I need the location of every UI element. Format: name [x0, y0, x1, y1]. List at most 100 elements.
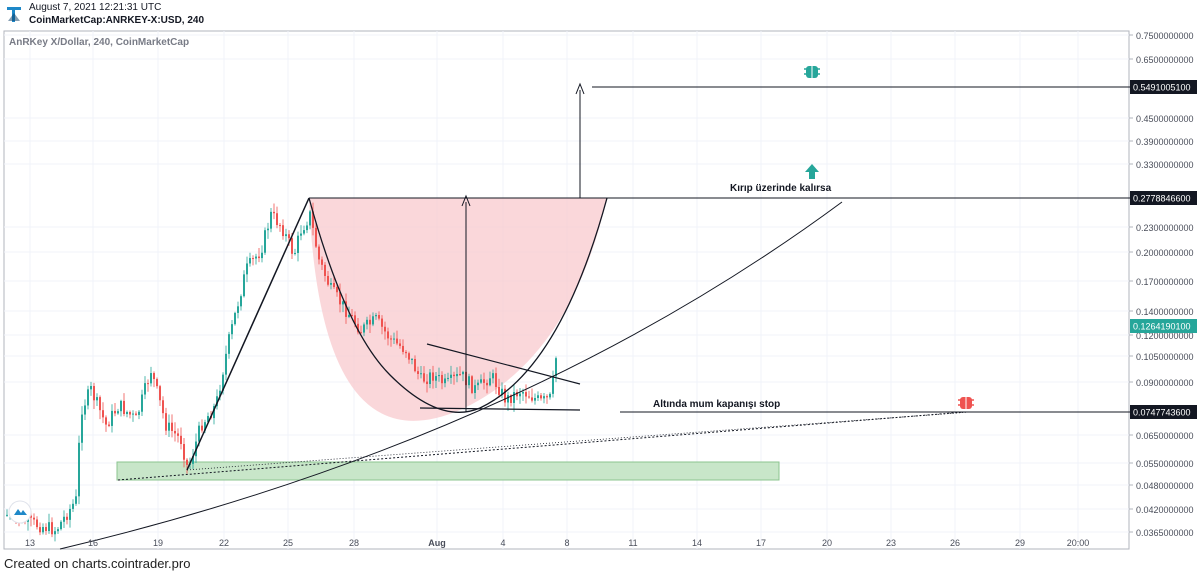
candle-body — [540, 395, 542, 399]
price-tag-label: 0.0747743600 — [1133, 408, 1191, 418]
candle-body — [537, 395, 539, 398]
candle-body — [417, 371, 419, 374]
candle-body — [171, 422, 173, 431]
candle-body — [90, 386, 92, 390]
candle-body — [54, 531, 56, 535]
candle-body — [135, 413, 137, 415]
price-tag-label: 0.1264190100 — [1133, 322, 1191, 332]
candle-body — [513, 392, 515, 403]
y-tick-label: 0.4500000000 — [1136, 114, 1194, 124]
candle-body — [336, 287, 338, 293]
y-tick-label: 0.0365000000 — [1136, 528, 1194, 538]
candle-body — [387, 331, 389, 339]
candle-body — [411, 358, 413, 360]
candle-body — [156, 379, 158, 387]
y-tick-label: 0.1200000000 — [1136, 331, 1194, 341]
candle-body — [525, 392, 527, 397]
candle-body — [225, 353, 227, 375]
candle-body — [30, 515, 32, 518]
candle-body — [81, 414, 83, 443]
handle-lower-line — [419, 407, 581, 411]
candle-body — [288, 234, 290, 239]
time-axis[interactable]: 13 16 19 22 25 28 Aug 4 8 11 14 17 20 23 26 29 20:00 — [25, 538, 1089, 548]
candle-body — [285, 234, 287, 237]
candle-body — [144, 383, 146, 395]
x-tick-label: 19 — [153, 538, 163, 548]
candle-body — [456, 374, 458, 377]
candle-body — [486, 382, 488, 386]
pole-line — [186, 197, 310, 471]
candle-body — [309, 211, 311, 226]
candle-body — [267, 228, 269, 231]
candle-body — [228, 334, 230, 354]
candle-body — [429, 372, 431, 385]
candle-body — [270, 211, 272, 229]
candle-body — [279, 225, 281, 227]
candle-body — [531, 397, 533, 401]
candle-body — [6, 514, 8, 516]
candle-body — [468, 376, 470, 386]
candle-body — [399, 343, 401, 346]
candle-body — [528, 396, 530, 398]
candle-body — [348, 314, 350, 317]
candle-body — [153, 373, 155, 380]
price-chart[interactable]: Kırıp üzerinde kalırsa Altında mum kapan… — [0, 30, 1200, 550]
tradingview-logo-icon — [7, 7, 21, 22]
candle-body — [186, 459, 188, 465]
candle-body — [201, 425, 203, 431]
candle-body — [333, 283, 335, 288]
candle-body — [39, 527, 41, 533]
candle-body — [102, 410, 104, 418]
candle-body — [495, 373, 497, 387]
candle-body — [444, 378, 446, 384]
handle-upper-line — [426, 343, 581, 385]
candle-body — [273, 211, 275, 214]
candle-body — [321, 259, 323, 265]
price-axis[interactable]: 0.7500000000 0.6500000000 0.4500000000 0.39… — [1129, 31, 1194, 538]
candle-body — [534, 397, 536, 401]
candle-body — [504, 388, 506, 403]
candles — [6, 202, 557, 542]
candle-body — [99, 397, 101, 411]
candle-body — [312, 211, 314, 228]
candle-body — [60, 521, 62, 530]
candle-body — [42, 527, 44, 533]
parabolic-trend-curve — [59, 201, 843, 550]
price-tag — [1130, 191, 1197, 205]
candle-body — [459, 374, 461, 376]
chart-header: August 7, 2021 12:21:31 UTC CoinMarketCa… — [0, 0, 1200, 30]
candle-body — [345, 301, 347, 317]
candle-body — [48, 522, 50, 532]
footer-credit: Created on charts.cointrader.pro — [4, 556, 191, 571]
support-zone — [116, 461, 780, 481]
candle-body — [519, 393, 521, 397]
price-tag — [1130, 80, 1197, 94]
candle-body — [246, 263, 248, 275]
candle-body — [423, 373, 425, 382]
price-tag — [1130, 405, 1197, 419]
breakout-annotation: Kırıp üzerinde kalırsa — [730, 183, 832, 194]
candle-body — [174, 430, 176, 434]
y-tick-label: 0.2000000000 — [1136, 248, 1194, 258]
candle-body — [396, 338, 398, 344]
candle-body — [243, 274, 245, 297]
up-arrow-icon — [805, 164, 819, 179]
candle-body — [471, 376, 473, 393]
candle-body — [438, 374, 440, 377]
candle-body — [315, 227, 317, 247]
x-tick-label: 14 — [692, 538, 702, 548]
candle-body — [498, 386, 500, 395]
candle-body — [330, 283, 332, 285]
y-tick-label: 0.7500000000 — [1136, 31, 1194, 41]
x-tick-label: 11 — [628, 538, 637, 548]
cloud-watermark-icon — [8, 500, 32, 524]
candle-body — [402, 345, 404, 352]
candle-body — [105, 417, 107, 425]
x-tick-label: Aug — [428, 538, 446, 548]
y-tick-label: 0.0650000000 — [1136, 431, 1194, 441]
candle-body — [75, 496, 77, 504]
candle-body — [78, 442, 80, 497]
candle-body — [369, 319, 371, 325]
y-tick-label: 0.6500000000 — [1136, 55, 1194, 65]
candle-body — [216, 396, 218, 407]
